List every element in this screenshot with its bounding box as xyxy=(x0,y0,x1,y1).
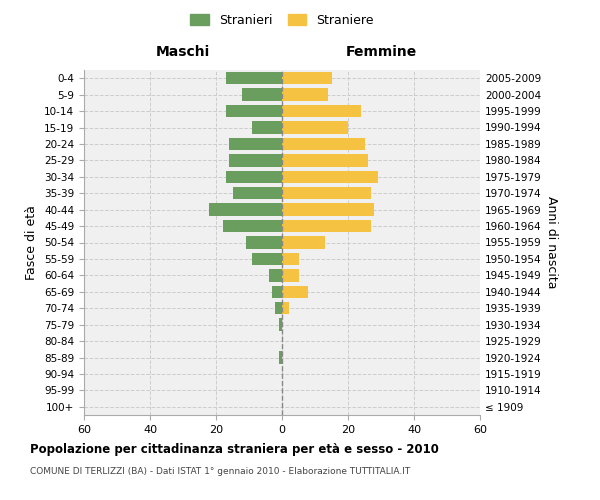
Bar xyxy=(282,170,378,183)
Text: Maschi: Maschi xyxy=(156,44,210,59)
Bar xyxy=(226,170,282,183)
Bar xyxy=(282,122,348,134)
Bar xyxy=(282,253,299,265)
Bar xyxy=(282,138,365,150)
Bar xyxy=(209,204,282,216)
Bar xyxy=(282,105,361,117)
Bar xyxy=(278,318,282,331)
Bar xyxy=(242,88,282,101)
Bar xyxy=(253,253,282,265)
Legend: Stranieri, Straniere: Stranieri, Straniere xyxy=(185,8,379,32)
Bar xyxy=(278,352,282,364)
Bar xyxy=(275,302,282,314)
Bar xyxy=(226,72,282,85)
Y-axis label: Fasce di età: Fasce di età xyxy=(25,205,38,280)
Bar xyxy=(226,105,282,117)
Bar xyxy=(282,204,374,216)
Bar xyxy=(233,187,282,200)
Bar xyxy=(253,122,282,134)
Bar xyxy=(282,154,368,166)
Text: Popolazione per cittadinanza straniera per età e sesso - 2010: Popolazione per cittadinanza straniera p… xyxy=(30,442,439,456)
Bar xyxy=(282,72,331,85)
Y-axis label: Anni di nascita: Anni di nascita xyxy=(545,196,558,288)
Bar xyxy=(229,154,282,166)
Bar xyxy=(282,286,308,298)
Bar xyxy=(246,236,282,248)
Bar xyxy=(223,220,282,232)
Bar xyxy=(282,220,371,232)
Bar xyxy=(282,187,371,200)
Text: Femmine: Femmine xyxy=(346,44,416,59)
Bar xyxy=(272,286,282,298)
Bar xyxy=(229,138,282,150)
Bar xyxy=(282,302,289,314)
Bar xyxy=(282,269,299,281)
Bar xyxy=(282,236,325,248)
Bar xyxy=(282,88,328,101)
Bar xyxy=(269,269,282,281)
Text: COMUNE DI TERLIZZI (BA) - Dati ISTAT 1° gennaio 2010 - Elaborazione TUTTITALIA.I: COMUNE DI TERLIZZI (BA) - Dati ISTAT 1° … xyxy=(30,468,410,476)
